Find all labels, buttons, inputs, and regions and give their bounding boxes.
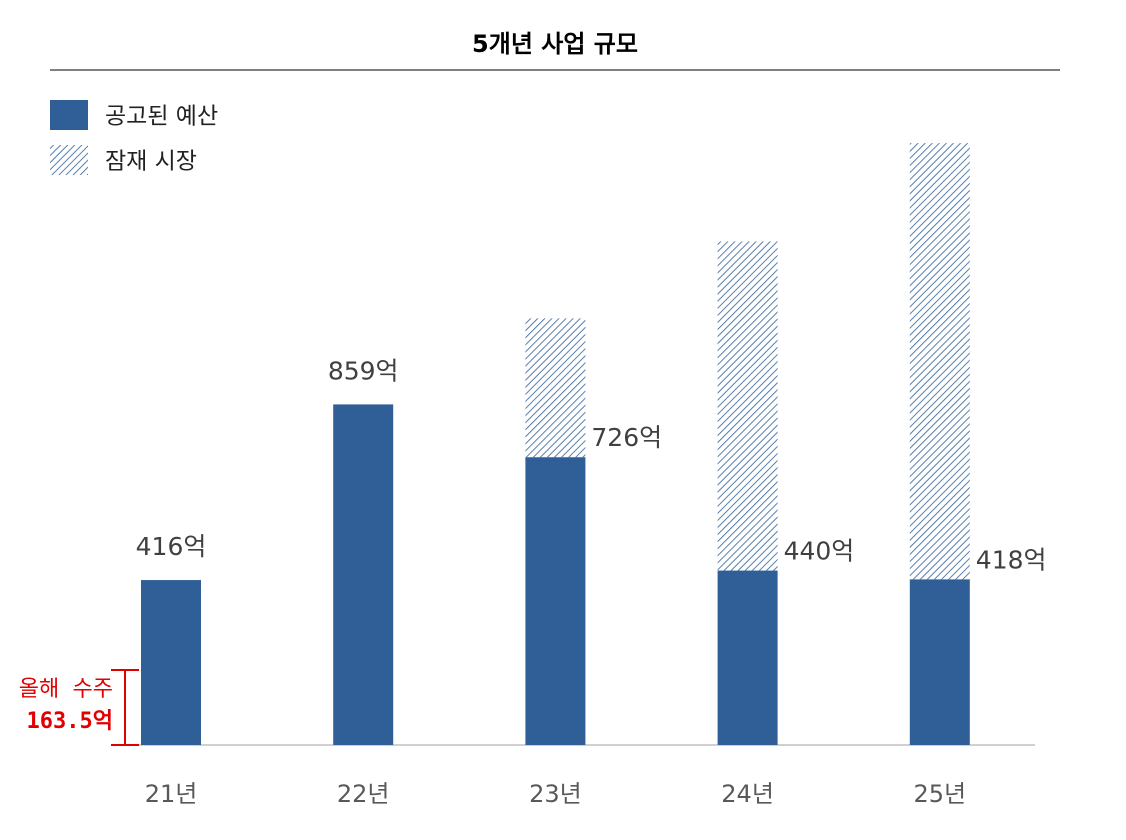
annotation: 163.5억: [27, 709, 113, 734]
value-label: 416억: [136, 532, 207, 561]
legend-swatch: [50, 145, 88, 175]
legend-label: 공고된 예산: [105, 104, 218, 130]
bar-segment: [717, 241, 778, 571]
bar-segment: [909, 143, 970, 580]
legend-label: 잠재 시장: [105, 149, 197, 175]
value-label: 418억: [976, 545, 1047, 574]
bar-segment: [717, 570, 778, 745]
x-tick-label: 23년: [529, 780, 582, 808]
x-tick-label: 21년: [145, 780, 198, 808]
value-label: 859억: [328, 356, 399, 385]
bar-segment: [333, 404, 394, 745]
bar-segment: [525, 318, 586, 458]
x-tick-label: 22년: [337, 780, 390, 808]
legend-swatch: [50, 100, 88, 130]
annotation-bracket: [111, 669, 139, 746]
annotation: 올해 수주: [19, 677, 113, 702]
x-tick-label: 24년: [721, 780, 774, 808]
bar-segment: [141, 580, 201, 745]
x-tick-label: 25년: [913, 780, 966, 808]
bar-segment: [525, 457, 586, 745]
bar-segment: [909, 579, 970, 745]
value-label: 440억: [784, 537, 855, 566]
value-label: 726억: [591, 423, 662, 452]
chart-title: 5개년 사업 규모: [472, 30, 638, 58]
